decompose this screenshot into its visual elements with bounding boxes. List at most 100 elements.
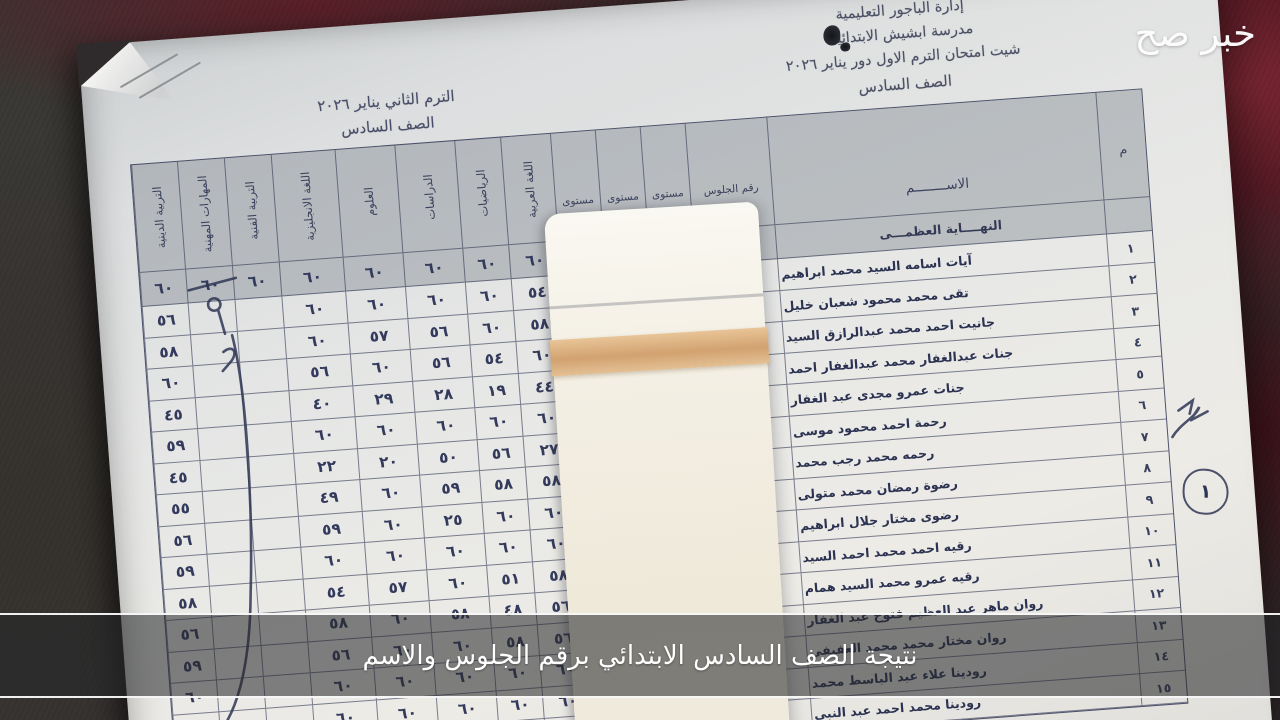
grade-cell	[246, 453, 296, 489]
max-score-cell: ٦٠	[462, 245, 511, 283]
strip-crease	[549, 293, 764, 310]
grade-cell: ١٩	[471, 373, 521, 409]
serial-cell: ٢	[1108, 262, 1157, 298]
serial-cell: ٧	[1120, 419, 1169, 455]
serial-header-cell: م	[1095, 89, 1150, 201]
max-score-cell: ٦٠	[342, 253, 406, 292]
grade-cell: ٦٠	[467, 310, 516, 346]
subject-header-cell: العلوم	[334, 145, 403, 258]
max-score-cell: ٦٠	[139, 269, 188, 307]
subject-header-cell: الرياضيات	[454, 137, 509, 249]
margin-scribble	[1171, 397, 1209, 439]
grade-cell	[187, 299, 237, 335]
grade-cell: ٦٠	[354, 412, 417, 449]
grade-cell	[251, 516, 301, 552]
grade-cell: ٥٦	[409, 345, 472, 382]
circled-number: ١	[1199, 480, 1212, 503]
subject-header-cell: الدراسات	[394, 141, 463, 254]
grade-cell: ٤٥	[153, 460, 202, 496]
grade-cell: ٥٧	[347, 318, 410, 355]
grade-cell: ٦٠	[281, 291, 348, 328]
max-score-cell: ٦٠	[185, 266, 235, 304]
serial-cell: ٥	[1115, 356, 1164, 392]
grade-cell	[239, 359, 289, 395]
grade-cell: ٥٦	[286, 354, 353, 391]
serial-cell: ٦	[1117, 388, 1167, 423]
serial-cell: ١١	[1129, 545, 1178, 580]
grade-cell	[199, 457, 249, 492]
watermark-text: خبر صح	[1134, 12, 1256, 55]
subject-label: الرياضيات	[472, 168, 491, 217]
grade-cell: ٥٦	[158, 523, 207, 559]
grade-cell: ٥٤	[302, 574, 369, 611]
grade-cell: ٦٠	[414, 408, 477, 445]
grade-cell	[192, 362, 242, 398]
grade-cell: ٥٦	[407, 314, 470, 350]
grade-cell	[255, 579, 305, 615]
circled-rank-mark: ١	[1181, 468, 1230, 516]
grade-cell: ٦٠	[345, 287, 408, 324]
grade-cell: ٥٥	[155, 491, 205, 527]
grade-cell: ٦٠	[359, 475, 422, 512]
subject-header-cell: التربية الدينية	[131, 161, 186, 274]
grade-cell	[248, 484, 298, 520]
grade-cell: ٥٧	[366, 569, 429, 606]
grade-cell	[206, 551, 256, 587]
serial-cell: ١٠	[1127, 513, 1176, 549]
grade-cell: ٥٩	[419, 471, 482, 508]
grade-cell: ٥٨	[479, 467, 528, 503]
subject-label: المهارات المهنية	[195, 174, 215, 253]
subject-label: التربية الدينية	[149, 185, 168, 249]
grade-cell: ٢٢	[293, 448, 360, 485]
grade-cell: ٦٠	[464, 279, 514, 315]
grade-cell	[204, 519, 254, 555]
grade-cell: ٥٨	[144, 334, 193, 370]
grade-cell	[236, 327, 287, 363]
grade-cell: ٦٠	[349, 349, 413, 386]
grade-cell	[253, 547, 303, 583]
subject-label: اللغة العربية	[520, 159, 539, 219]
grade-cell: ٢٠	[356, 444, 420, 481]
grade-cell: ٦٠	[300, 542, 367, 580]
subject-label: التربية الفنية	[242, 180, 261, 240]
grade-cell: ٦٠	[375, 695, 439, 720]
grade-cell: ٦٠	[481, 499, 530, 534]
caption-text: نتيجة الصف السادس الابتدائي برقم الجلوس …	[362, 640, 918, 671]
serial-cell: ٤	[1113, 325, 1162, 361]
grade-cell: ٥٩	[297, 511, 365, 548]
grade-cell: ٤٥	[148, 397, 198, 433]
grade-cell: ٦٠	[364, 538, 427, 575]
grade-cell: ٦٠	[361, 507, 424, 543]
grade-cell: ٦٠	[312, 700, 379, 720]
grade-cell	[194, 394, 244, 430]
grade-cell	[234, 296, 284, 332]
serial-cell: ٣	[1110, 293, 1159, 329]
result-sheet-paper: إدارة الباجور التعليمية مدرسة ابشيش الاب…	[78, 0, 1274, 720]
subject-header-cell: اللغة الانجليزية	[270, 150, 343, 263]
grade-cell	[265, 704, 315, 720]
grade-cell: ٥٩	[160, 554, 209, 590]
subject-header-cell: المهارات المهنية	[176, 158, 232, 270]
grade-cell: ٢٩	[352, 381, 415, 418]
grade-cell: ٤٠	[288, 385, 355, 423]
grade-cell: ٦٠	[405, 282, 468, 319]
grade-cell: ٢٨	[412, 376, 475, 413]
grade-cell	[189, 331, 240, 367]
grade-cell: ٥١	[486, 561, 535, 597]
subject-header-cell: التربية الفنية	[223, 154, 279, 267]
subject-label: اللغة الانجليزية	[297, 170, 317, 241]
subject-label: العلوم	[360, 186, 378, 217]
grade-cell: ٦٠	[423, 533, 487, 570]
grade-cell: ٤٩	[295, 480, 362, 517]
grade-cell	[243, 422, 294, 458]
grade-cell: ٥٤	[469, 342, 518, 377]
serial-cell: ١	[1106, 231, 1155, 266]
grade-cell: ٢٥	[421, 502, 484, 539]
grade-cell: ٦٠	[283, 323, 350, 360]
serial-cell: ١٢	[1132, 576, 1181, 612]
max-score-cell: ٦٠	[278, 257, 346, 297]
grade-cell: ٦٠	[426, 565, 489, 602]
grade-cell: ٦٠	[290, 417, 357, 454]
grade-cell	[201, 488, 252, 524]
